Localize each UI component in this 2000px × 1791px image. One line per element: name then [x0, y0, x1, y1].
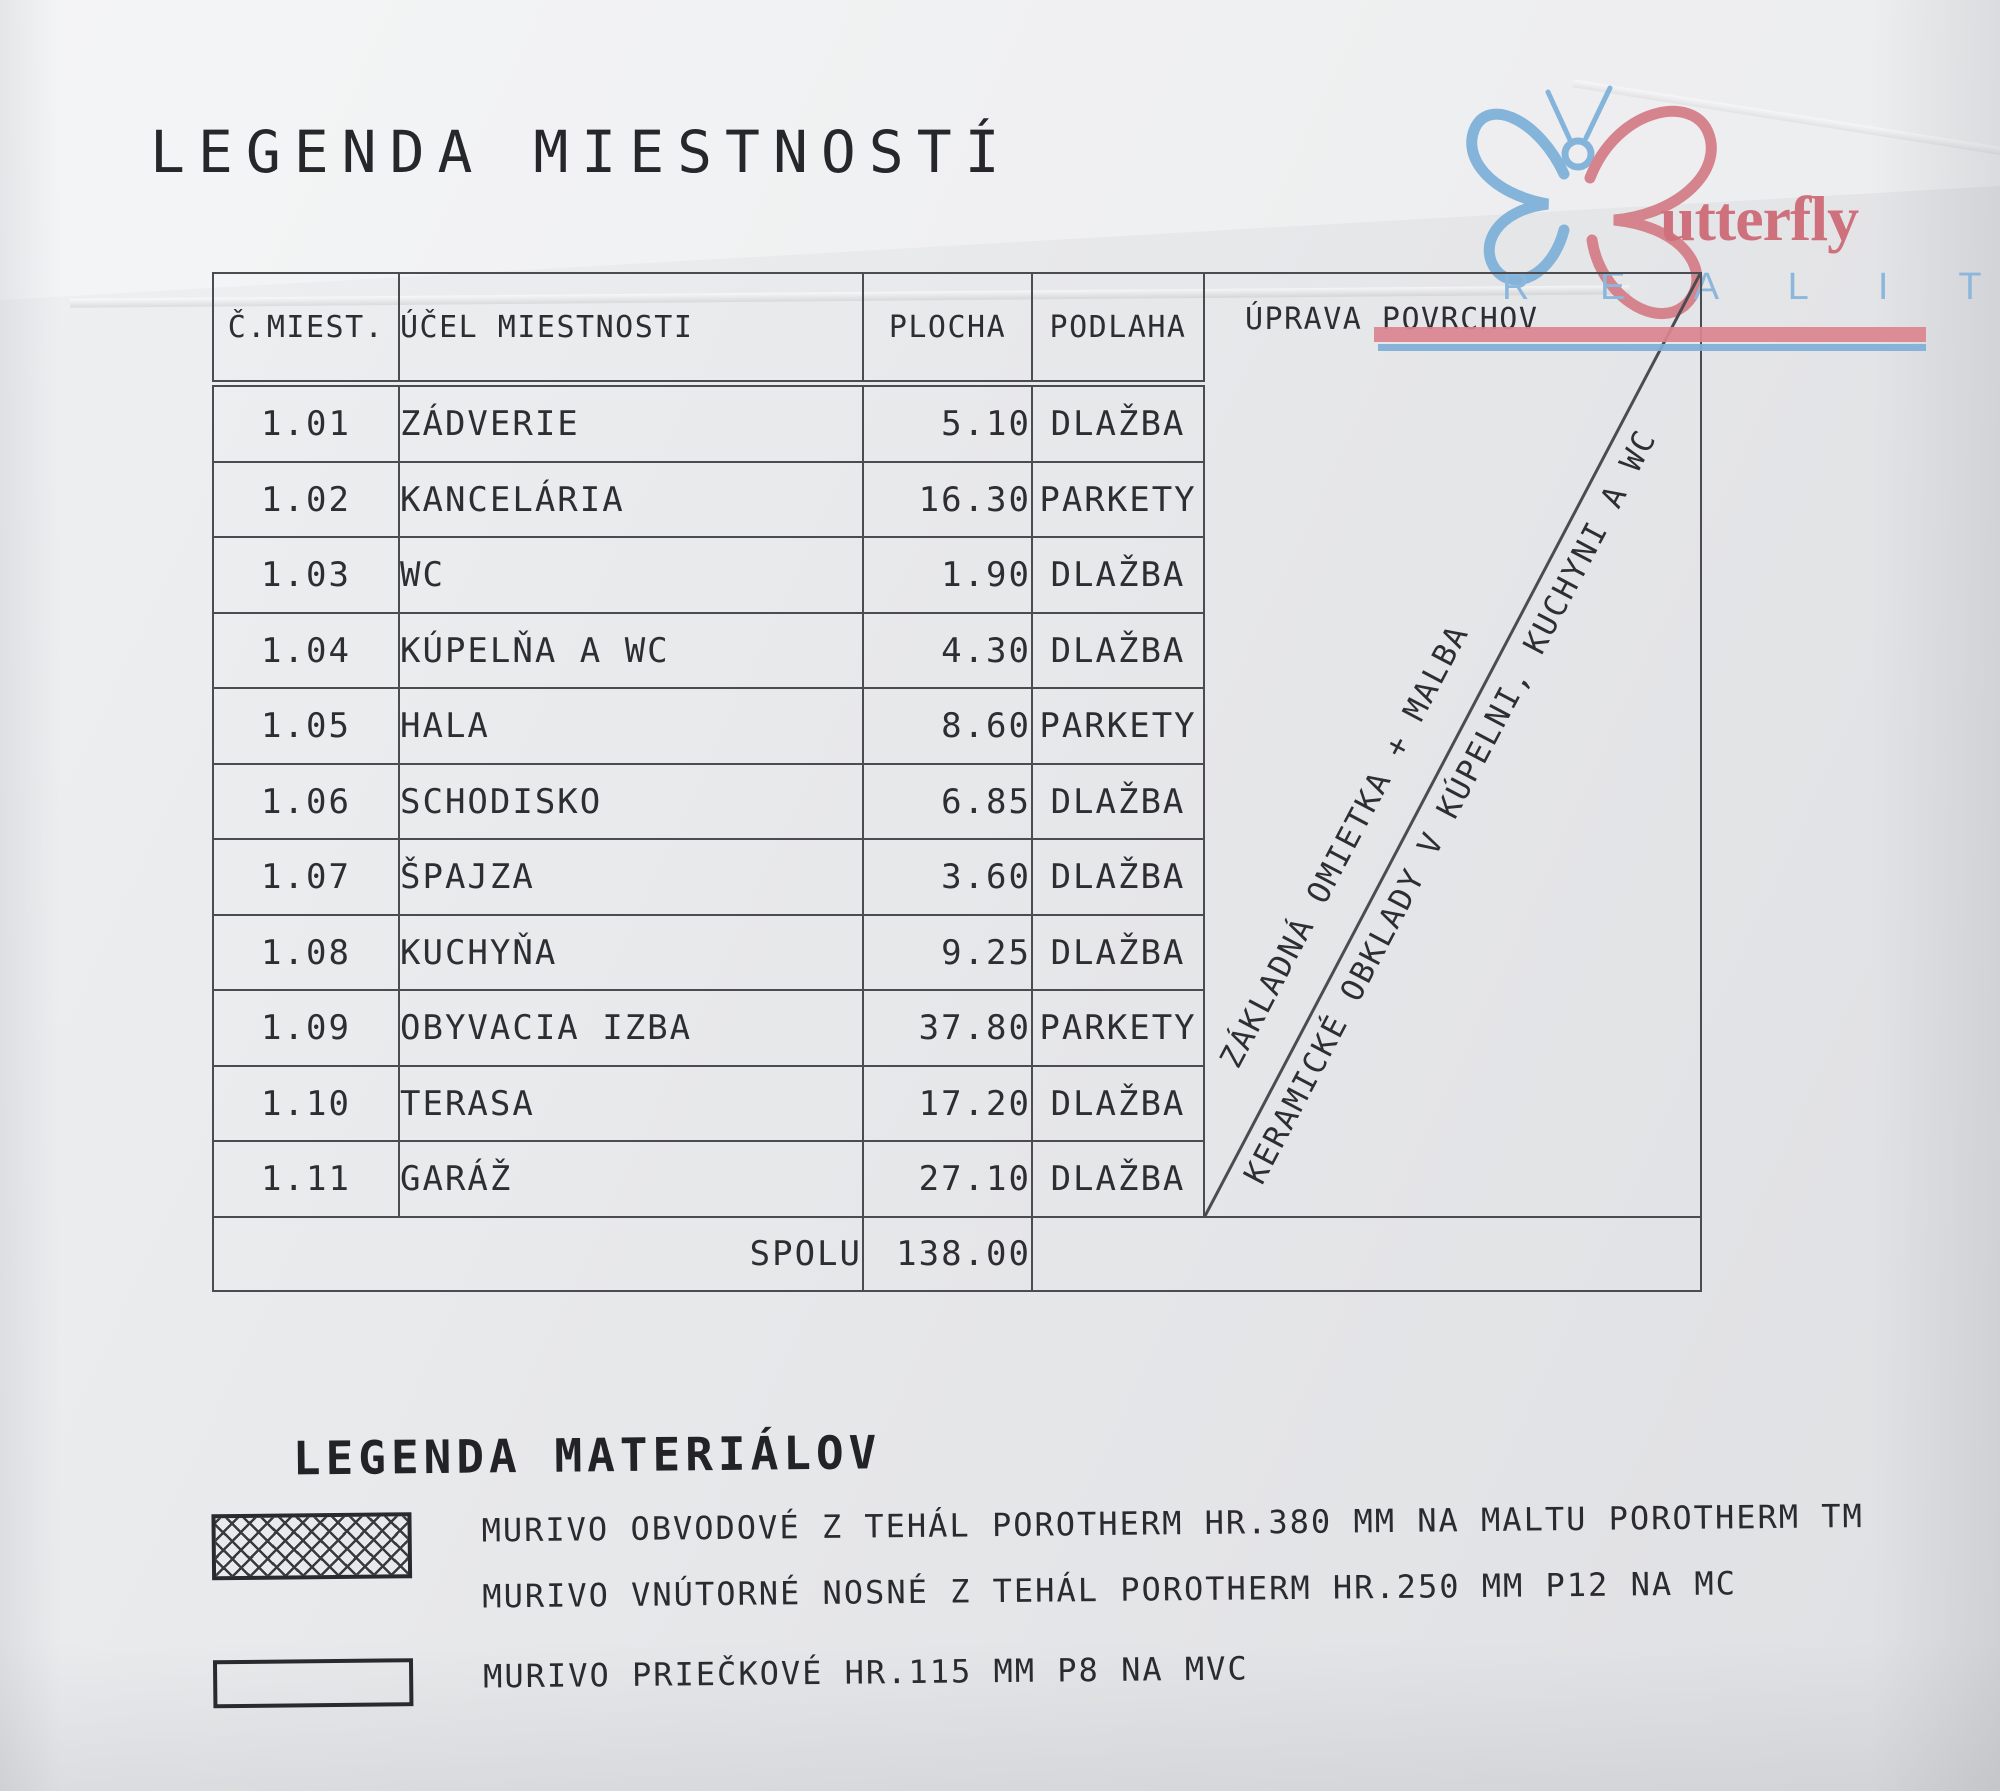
area-cell: 6.85	[862, 762, 1033, 841]
area-cell: 4.30	[862, 611, 1033, 690]
floor-cell: DLAŽBA	[1031, 1140, 1205, 1218]
table-row: 1.11 GARÁŽ 27.10 DLAŽBA	[212, 1140, 1701, 1218]
room-name-cell: ŠPAJZA	[398, 838, 864, 916]
room-name-cell: KÚPELŇA A WC	[398, 611, 864, 690]
brand-wordmark: utterfly	[1660, 183, 1859, 254]
room-number-cell: 1.07	[212, 838, 400, 916]
area-cell: 1.90	[862, 536, 1033, 614]
material-line: MURIVO OBVODOVÉ Z TEHÁL POROTHERM HR.380…	[481, 1496, 1865, 1550]
floor-cell: DLAŽBA	[1031, 382, 1205, 463]
table-row: 1.07 ŠPAJZA 3.60 DLAŽBA	[212, 838, 1701, 916]
room-number-cell: 1.03	[212, 536, 400, 614]
area-cell: 8.60	[862, 687, 1033, 765]
room-number-cell: 1.05	[212, 687, 400, 765]
total-row: SPOLU 138.00	[212, 1216, 1702, 1292]
room-name-cell: ZÁDVERIE	[398, 382, 864, 463]
area-cell: 27.10	[862, 1140, 1033, 1218]
table-header-row: Č.MIEST. ÚČEL MIESTNOSTI PLOCHA PODLAHA …	[212, 272, 1702, 1218]
rooms-table: Č.MIEST. ÚČEL MIESTNOSTI PLOCHA PODLAHA …	[212, 272, 1702, 1292]
floor-cell: DLAŽBA	[1031, 536, 1205, 614]
room-number-cell: 1.02	[212, 460, 400, 539]
brand-underline-red	[1374, 327, 1926, 342]
header-floor: PODLAHA	[1031, 272, 1205, 388]
header-area: PLOCHA	[862, 272, 1033, 388]
room-number-cell: 1.08	[212, 913, 400, 992]
total-area: 138.00	[862, 1216, 1033, 1292]
floor-cell: DLAŽBA	[1031, 762, 1205, 841]
room-name-cell: SCHODISKO	[398, 762, 864, 841]
floor-cell: PARKETY	[1031, 460, 1205, 539]
area-cell: 16.30	[862, 460, 1033, 539]
outline-swatch	[212, 1658, 414, 1709]
area-cell: 17.20	[862, 1064, 1033, 1143]
table-row: 1.04 KÚPELŇA A WC 4.30 DLAŽBA	[212, 611, 1701, 690]
floor-cell: PARKETY	[1031, 687, 1205, 765]
table-row: 1.01 ZÁDVERIE 5.10 DLAŽBA	[212, 382, 1701, 463]
room-number-cell: 1.11	[212, 1140, 400, 1218]
surface-note-cell: ÚPRAVA POVRCHOV ZÁKLADNÁ OMIETKA + MALBA…	[1203, 272, 1702, 1218]
material-line: MURIVO VNÚTORNÉ NOSNÉ Z TEHÁL POROTHERM …	[482, 1564, 1738, 1616]
room-name-cell: GARÁŽ	[398, 1140, 864, 1218]
room-name-cell: OBYVACIA IZBA	[398, 989, 864, 1067]
floor-cell: DLAŽBA	[1031, 1064, 1205, 1143]
total-empty-cell	[1031, 1216, 1702, 1292]
area-cell: 37.80	[862, 989, 1033, 1067]
area-cell: 5.10	[862, 382, 1033, 463]
room-name-cell: TERASA	[398, 1064, 864, 1143]
room-number-cell: 1.06	[212, 762, 400, 841]
table-row: 1.02 KANCELÁRIA 16.30 PARKETY	[212, 460, 1701, 539]
crosshatch-swatch	[211, 1512, 413, 1581]
diagonal-line	[1205, 274, 1700, 1216]
materials-title: LEGENDA MATERIÁLOV	[292, 1425, 882, 1486]
table-row: 1.05 HALA 8.60 PARKETY	[212, 687, 1701, 765]
room-number-cell: 1.10	[212, 1064, 400, 1143]
room-name-cell: KANCELÁRIA	[398, 460, 864, 539]
floor-cell: DLAŽBA	[1031, 611, 1205, 690]
room-number-cell: 1.09	[212, 989, 400, 1067]
total-label: SPOLU	[212, 1216, 864, 1292]
table-row: 1.08 KUCHYŇA 9.25 DLAŽBA	[212, 913, 1701, 992]
room-number-cell: 1.01	[212, 382, 400, 463]
page-title: LEGENDA MIESTNOSTÍ	[150, 118, 1013, 186]
room-name-cell: WC	[398, 536, 864, 614]
table-row: 1.09 OBYVACIA IZBA 37.80 PARKETY	[212, 989, 1701, 1067]
header-room-number: Č.MIEST.	[212, 272, 400, 388]
table-row: 1.10 TERASA 17.20 DLAŽBA	[212, 1064, 1701, 1143]
room-name-cell: KUCHYŇA	[398, 913, 864, 992]
room-name-cell: HALA	[398, 687, 864, 765]
floor-cell: PARKETY	[1031, 989, 1205, 1067]
area-cell: 3.60	[862, 838, 1033, 916]
brand-underline-blue	[1378, 344, 1926, 351]
area-cell: 9.25	[862, 913, 1033, 992]
material-line: MURIVO PRIEČKOVÉ HR.115 MM P8 NA MVC	[482, 1649, 1249, 1696]
table-row: 1.03 WC 1.90 DLAŽBA	[212, 536, 1701, 614]
table-row: 1.06 SCHODISKO 6.85 DLAŽBA	[212, 762, 1701, 841]
header-room-purpose: ÚČEL MIESTNOSTI	[398, 272, 864, 388]
floor-cell: DLAŽBA	[1031, 913, 1205, 992]
floor-cell: DLAŽBA	[1031, 838, 1205, 916]
room-number-cell: 1.04	[212, 611, 400, 690]
